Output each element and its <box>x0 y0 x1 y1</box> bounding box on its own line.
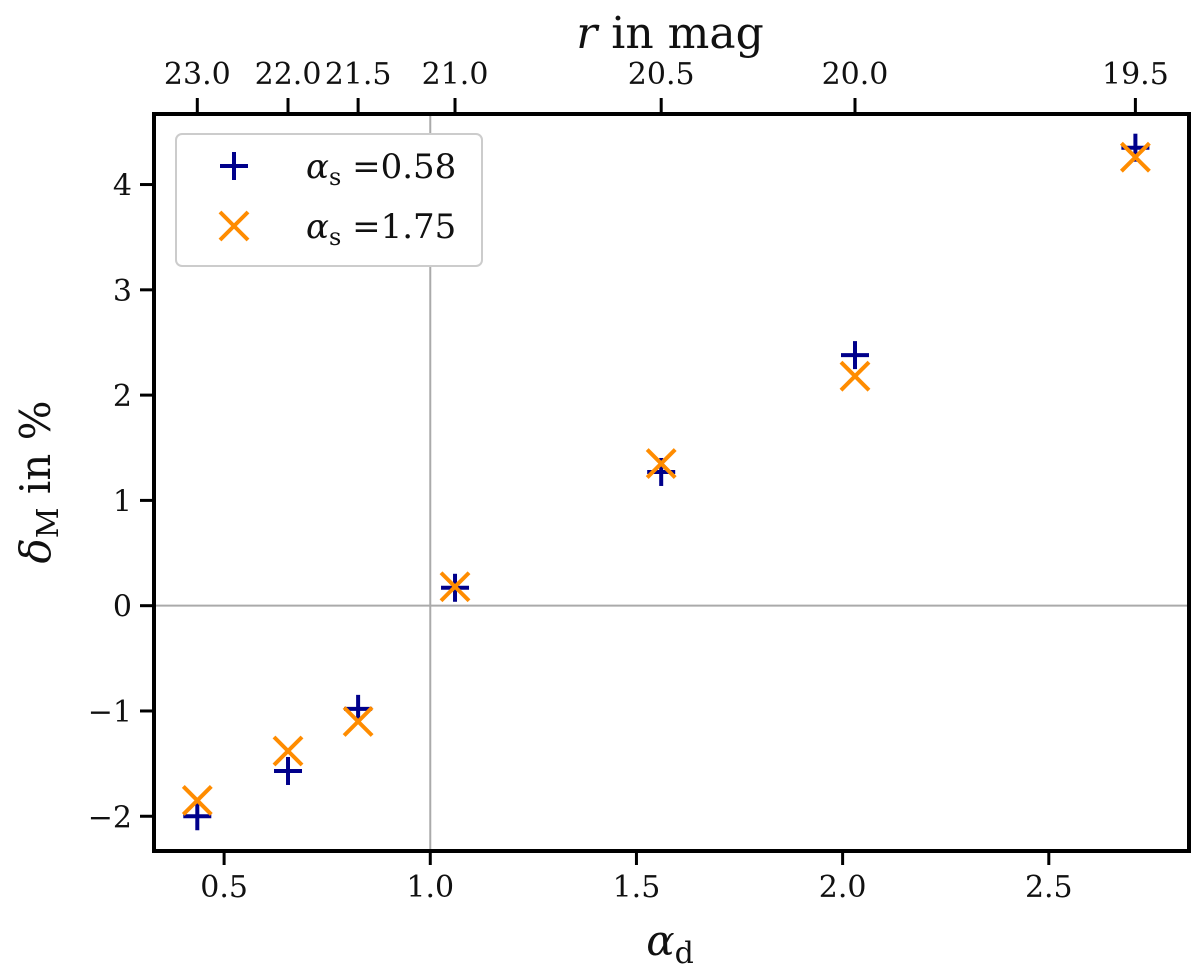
data-point-series-1 <box>344 694 373 723</box>
top-tick-label: 22.0 <box>255 57 322 92</box>
legend-label-series-2: αs =1.75 <box>306 207 456 251</box>
data-point-series-2 <box>181 785 213 816</box>
data-point-series-2 <box>645 448 677 479</box>
data-point-series-1 <box>183 802 212 831</box>
data-point-series-2 <box>1119 141 1151 173</box>
top-tick-label: 19.5 <box>1102 57 1169 92</box>
top-axis-label: r in mag <box>576 8 764 59</box>
legend: αs =0.58 αs =1.75 <box>175 133 483 267</box>
top-tick-label: 20.5 <box>628 57 695 92</box>
data-points <box>181 133 1151 831</box>
x-tick-label: 0.5 <box>200 870 248 905</box>
legend-box <box>175 133 483 267</box>
y-tick-label: 3 <box>113 274 132 309</box>
top-tick-label: 21.0 <box>422 57 489 92</box>
plot-frame <box>152 112 1191 853</box>
y-tick-label: 4 <box>113 169 132 204</box>
top-tick-label: 21.5 <box>325 57 392 92</box>
y-axis-label: δM in % <box>11 400 66 563</box>
y-tick-label: −1 <box>88 695 132 730</box>
y-tick-label: 2 <box>113 379 132 414</box>
data-point-series-2 <box>342 706 374 737</box>
legend-marker-series-1 <box>220 152 248 180</box>
data-point-series-1 <box>274 756 303 785</box>
legend-label-series-1: αs =0.58 <box>306 147 456 191</box>
y-tick-label: −2 <box>88 800 132 835</box>
top-tick-label: 20.0 <box>822 57 889 92</box>
top-tick-label: 23.0 <box>164 57 231 92</box>
x-tick-label: 2.5 <box>1025 870 1073 905</box>
data-point-series-2 <box>839 360 871 392</box>
x-tick-label: 1.0 <box>406 870 454 905</box>
x-tick-label: 2.0 <box>819 870 867 905</box>
axis-ticks: 0.5 1.0 1.5 2.0 2.5 −2 −1 0 1 2 3 4 23.0 22.0 21.5 21.0… <box>88 57 1169 905</box>
data-point-series-2 <box>272 735 304 767</box>
y-tick-label: 0 <box>113 590 132 625</box>
x-tick-label: 1.5 <box>613 870 661 905</box>
data-point-series-2 <box>439 571 471 603</box>
legend-marker-series-2 <box>218 210 250 242</box>
data-point-series-1 <box>840 341 869 370</box>
x-axis-label: αd <box>646 916 694 971</box>
y-tick-label: 1 <box>113 484 132 519</box>
